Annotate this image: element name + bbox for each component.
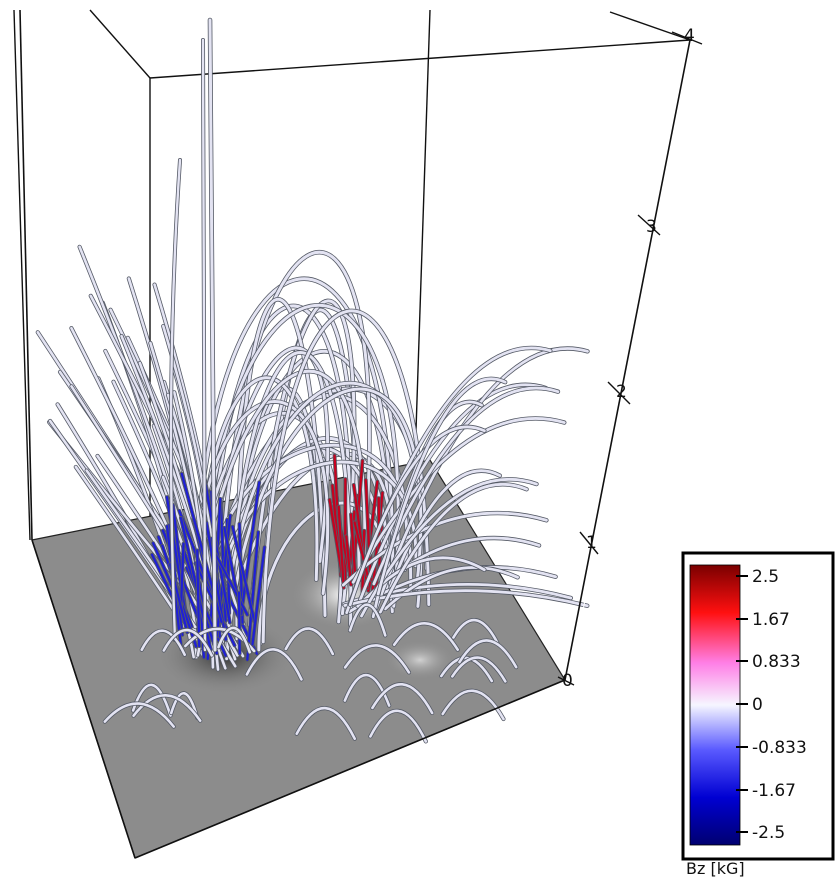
- field-line-negative-footpoint: [237, 591, 241, 655]
- colorbar-gradient: [689, 564, 741, 846]
- field-line-small-loop: [140, 629, 186, 657]
- field-line-east: [376, 377, 507, 596]
- svg-text:0: 0: [752, 695, 763, 715]
- field-line-small-loop: [103, 702, 175, 728]
- svg-text:-1.67: -1.67: [752, 781, 796, 801]
- field-line-open: [109, 308, 243, 623]
- field-lines: [35, 17, 590, 744]
- field-line-small-loop: [343, 644, 411, 674]
- svg-text:-2.5: -2.5: [752, 823, 785, 843]
- field-line-east: [351, 417, 566, 584]
- colorbar-legend: 2.5 1.67 0.833 0 -0.833 -1.67 -2.5 Bz [k…: [681, 551, 835, 878]
- field-line-east: [378, 556, 486, 587]
- field-line-small-loop: [132, 694, 202, 722]
- field-line-positive-footpoint: [337, 505, 345, 589]
- field-line-small-loop: [348, 603, 387, 637]
- field-line-small-loop: [369, 709, 428, 743]
- colorbar-tick-2: 0.833: [736, 652, 801, 672]
- height-axis: 0 1 2 3 4: [557, 26, 703, 691]
- field-line-small-loop: [217, 626, 252, 654]
- field-line-negative-footpoint: [240, 481, 261, 616]
- field-line-loop: [235, 297, 327, 641]
- field-line-vertical: [201, 38, 207, 652]
- svg-text:0.833: 0.833: [752, 652, 801, 672]
- colorbar-tick-0: 2.5: [736, 567, 779, 587]
- colorbar-tick-4: -0.833: [736, 738, 807, 758]
- field-line-small-loop: [295, 706, 357, 741]
- field-line-negative-footpoint: [196, 549, 201, 648]
- height-tick-4: 4: [671, 26, 703, 46]
- field-line-small-loop: [392, 622, 460, 651]
- colorbar-title: Bz [kG]: [686, 859, 745, 878]
- field-line-east: [341, 511, 548, 587]
- field-line-small-loop: [343, 673, 391, 707]
- field-line-small-loop: [458, 639, 518, 669]
- field-line-vertical: [169, 158, 182, 642]
- colorbar-tick-6: -2.5: [736, 823, 785, 843]
- height-tick-0: 0: [557, 671, 575, 691]
- field-line-small-loop: [451, 656, 507, 683]
- field-line-east: [358, 383, 548, 602]
- field-line-negative-footpoint: [203, 475, 231, 624]
- field-line-east: [379, 483, 528, 614]
- bounding-box-front: [19, 9, 695, 859]
- field-line-small-loop: [452, 618, 499, 644]
- field-line-small-loop: [131, 683, 172, 717]
- field-line-small-loop: [284, 627, 335, 656]
- svg-text:1.67: 1.67: [752, 610, 790, 630]
- field-line-east: [374, 347, 589, 610]
- colorbar-tick-3: 0: [736, 695, 763, 715]
- field-line-small-loop: [245, 648, 303, 681]
- field-line-small-loop: [440, 656, 494, 683]
- bounding-box-back: [13, 9, 691, 560]
- svg-text:1: 1: [586, 533, 597, 553]
- field-line-east: [384, 469, 502, 603]
- height-tick-1: 1: [579, 531, 599, 555]
- svg-text:2: 2: [616, 382, 627, 402]
- colorbar-tick-1: 1.67: [736, 610, 790, 630]
- colorbar-tick-5: -1.67: [736, 781, 796, 801]
- field-line-small-loop: [162, 628, 214, 657]
- field-line-vertical: [208, 18, 217, 652]
- svg-text:0: 0: [562, 671, 573, 691]
- field-line-small-loop: [371, 683, 434, 715]
- svg-text:2.5: 2.5: [752, 567, 779, 587]
- svg-text:-0.833: -0.833: [752, 738, 807, 758]
- field-line-negative-footpoint: [231, 525, 256, 623]
- field-line-east: [348, 425, 486, 607]
- svg-text:4: 4: [684, 26, 695, 46]
- field-line-negative-footpoint: [214, 552, 249, 616]
- field-line-small-loop: [441, 689, 505, 721]
- height-tick-2: 2: [607, 381, 631, 405]
- field-line-negative-footpoint: [246, 531, 260, 661]
- field-line-positive-footpoint: [349, 513, 357, 576]
- svg-text:3: 3: [646, 217, 657, 237]
- field-line-small-loop: [169, 692, 199, 720]
- field-line-negative-footpoint: [251, 546, 266, 646]
- height-tick-3: 3: [637, 214, 661, 237]
